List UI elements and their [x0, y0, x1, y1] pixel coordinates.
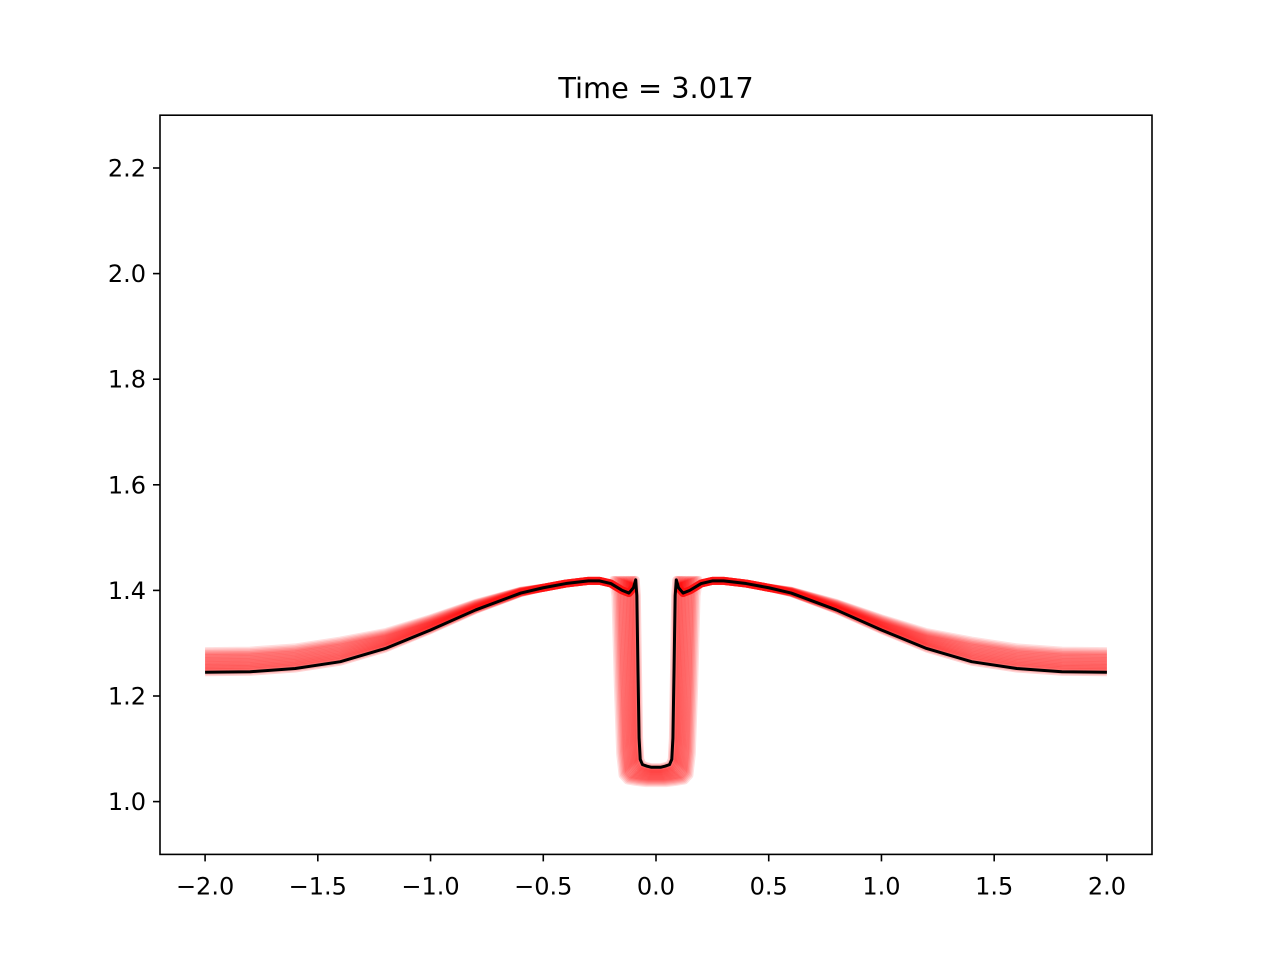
current-line	[205, 578, 1107, 769]
x-tick-label: 1.0	[862, 872, 900, 900]
y-tick-label: 1.0	[108, 788, 146, 816]
x-tick-label: 2.0	[1088, 872, 1126, 900]
x-tick-label: 0.0	[637, 872, 675, 900]
x-tick-label: 0.5	[750, 872, 788, 900]
x-tick-label: −1.0	[401, 872, 459, 900]
x-tick-label: 1.5	[975, 872, 1013, 900]
y-tick-label: 1.2	[108, 683, 146, 711]
y-tick-label: 2.2	[108, 155, 146, 183]
y-axis: 1.0 1.2 1.4 1.6 1.8 2.0 2.2	[108, 155, 160, 816]
current-curve	[205, 578, 1107, 769]
chart-title: Time = 3.017	[557, 71, 753, 105]
x-tick-label: −1.5	[289, 872, 347, 900]
x-axis: −2.0 −1.5 −1.0 −0.5 0.0 0.5 1.0 1.5 2.0	[176, 854, 1126, 900]
y-tick-label: 2.0	[108, 260, 146, 288]
y-tick-label: 1.6	[108, 471, 146, 499]
y-tick-label: 1.4	[108, 577, 146, 605]
x-tick-label: −2.0	[176, 872, 234, 900]
y-tick-label: 1.8	[108, 366, 146, 394]
x-tick-label: −0.5	[514, 872, 572, 900]
